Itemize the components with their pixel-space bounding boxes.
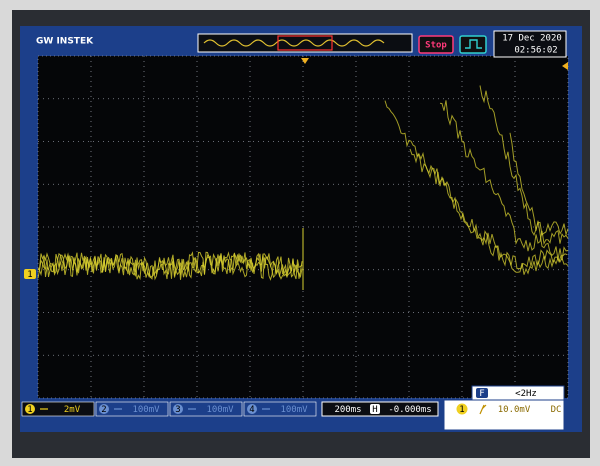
frequency-value: <2Hz	[515, 389, 537, 399]
channel-number: 1	[27, 405, 32, 415]
memory-bar	[198, 34, 412, 52]
brand: GW INSTEK	[36, 37, 94, 47]
time: 02:56:02	[514, 46, 557, 56]
channel-number: 3	[175, 405, 180, 415]
position-label: H	[372, 405, 377, 415]
frequency-label: F	[479, 389, 484, 399]
oscilloscope: GW INSTEK Stop 17 Dec 2020 02:56:02 1 F …	[0, 0, 600, 466]
trigger-source: 1	[459, 405, 464, 415]
trigger-coupling: DC	[551, 405, 562, 415]
channel-number: 2	[101, 405, 106, 415]
channel-marker-label: 1	[27, 270, 32, 280]
channel-number: 4	[249, 405, 254, 415]
channel-scale: 2mV	[64, 405, 81, 415]
trigger-mode-box	[460, 36, 486, 53]
date: 17 Dec 2020	[502, 34, 562, 44]
run-state: Stop	[425, 41, 447, 51]
channel-scale: 100mV	[206, 405, 234, 415]
channel-scale: 100mV	[132, 405, 160, 415]
trigger-level: 10.0mV	[498, 405, 531, 415]
channel-scale: 100mV	[280, 405, 308, 415]
timebase-scale: 200ms	[334, 405, 361, 415]
page: GW INSTEK Stop 17 Dec 2020 02:56:02 1 F …	[0, 0, 600, 466]
timebase-position: -0.000ms	[388, 405, 431, 415]
